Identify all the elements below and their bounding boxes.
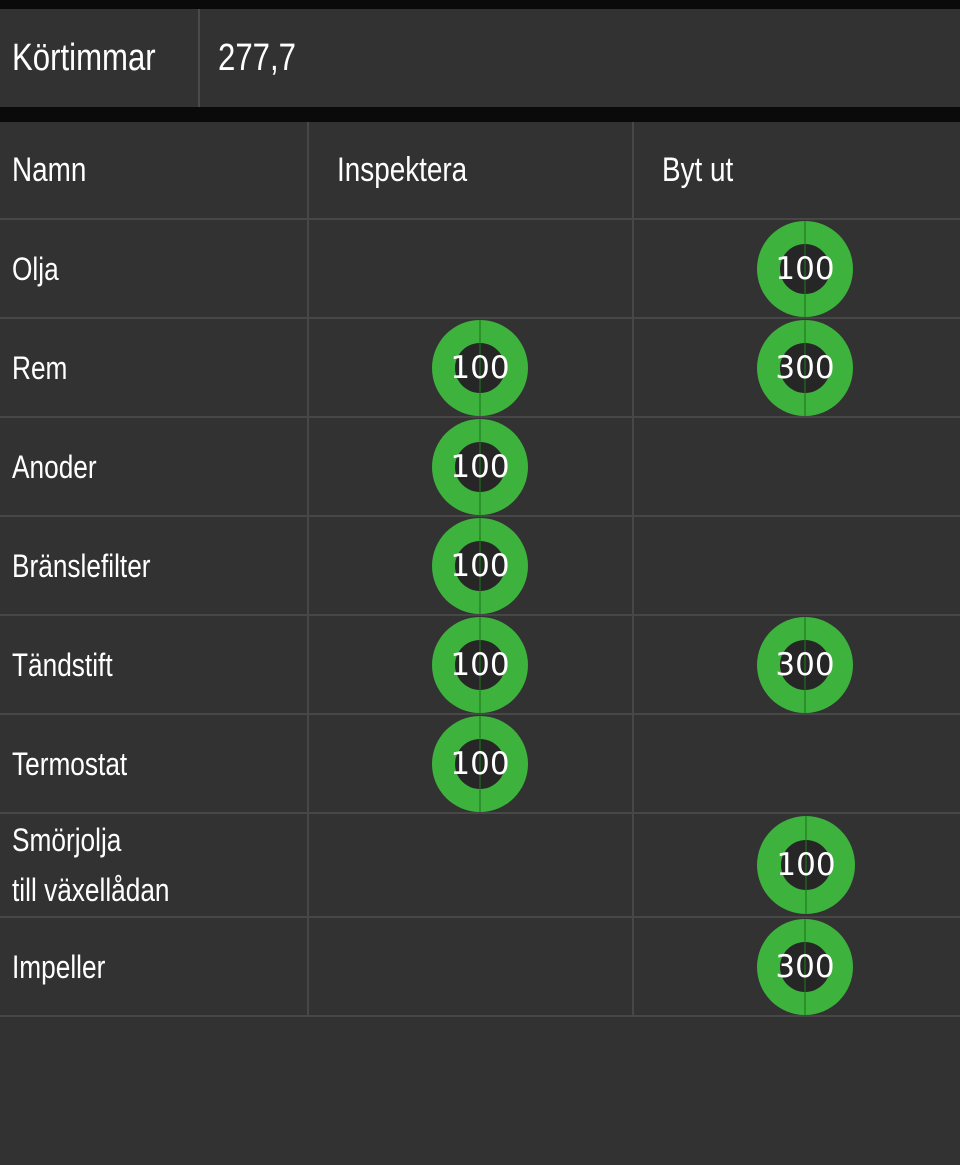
inspect-cell bbox=[309, 814, 634, 916]
table-row[interactable]: Tändstift 100 300 bbox=[0, 616, 960, 715]
inspect-cell bbox=[309, 220, 634, 317]
inspect-cell: 100 bbox=[309, 715, 634, 812]
interval-value: 100 bbox=[450, 646, 510, 683]
engine-hours-value: 277,7 bbox=[218, 36, 296, 79]
interval-badge[interactable]: 100 bbox=[432, 616, 528, 713]
table-row[interactable]: Anoder 100 bbox=[0, 418, 960, 517]
table-row[interactable]: Termostat 100 bbox=[0, 715, 960, 814]
inspect-cell: 100 bbox=[309, 418, 634, 515]
maintenance-table: Namn Inspektera Byt ut Olja 100 Rem 100 … bbox=[0, 122, 960, 1017]
inspect-cell: 100 bbox=[309, 517, 634, 614]
interval-badge[interactable]: 100 bbox=[757, 816, 855, 914]
table-row[interactable]: Rem 100 300 bbox=[0, 319, 960, 418]
interval-badge[interactable]: 100 bbox=[757, 220, 853, 317]
replace-cell: 100 bbox=[634, 814, 960, 916]
engine-hours-label: Körtimmar bbox=[0, 9, 200, 107]
header-inspect: Inspektera bbox=[309, 122, 634, 218]
interval-value: 300 bbox=[775, 948, 835, 985]
interval-value: 100 bbox=[776, 847, 836, 883]
interval-badge[interactable]: 100 bbox=[432, 715, 528, 812]
engine-hours-row: Körtimmar 277,7 bbox=[0, 9, 960, 107]
item-name: Tändstift bbox=[0, 616, 309, 713]
table-row[interactable]: Smörjolja till växellådan 100 bbox=[0, 814, 960, 918]
status-bar bbox=[0, 0, 960, 9]
header-replace: Byt ut bbox=[662, 150, 734, 189]
replace-cell bbox=[634, 517, 960, 614]
replace-cell: 300 bbox=[634, 319, 960, 416]
header-name: Namn bbox=[0, 122, 309, 218]
item-name: Olja bbox=[0, 220, 309, 317]
interval-badge[interactable]: 100 bbox=[432, 418, 528, 515]
item-name: Smörjolja till växellådan bbox=[0, 814, 309, 916]
interval-badge[interactable]: 100 bbox=[432, 319, 528, 416]
replace-cell: 300 bbox=[634, 918, 960, 1015]
interval-value: 300 bbox=[775, 349, 835, 386]
interval-badge[interactable]: 100 bbox=[432, 517, 528, 614]
table-row[interactable]: Impeller 300 bbox=[0, 918, 960, 1017]
item-name: Bränslefilter bbox=[0, 517, 309, 614]
replace-cell: 100 bbox=[634, 220, 960, 317]
item-name: Rem bbox=[0, 319, 309, 416]
replace-cell bbox=[634, 418, 960, 515]
item-name: Impeller bbox=[0, 918, 309, 1015]
interval-value: 300 bbox=[775, 646, 835, 683]
section-divider bbox=[0, 107, 960, 122]
replace-cell: 300 bbox=[634, 616, 960, 713]
item-name: Termostat bbox=[0, 715, 309, 812]
interval-value: 100 bbox=[450, 349, 510, 386]
interval-badge[interactable]: 300 bbox=[757, 918, 853, 1015]
interval-value: 100 bbox=[450, 448, 510, 485]
interval-value: 100 bbox=[450, 745, 510, 782]
interval-badge[interactable]: 300 bbox=[757, 319, 853, 416]
interval-value: 100 bbox=[450, 547, 510, 584]
interval-value: 100 bbox=[775, 250, 835, 287]
table-row[interactable]: Olja 100 bbox=[0, 220, 960, 319]
table-header-row: Namn Inspektera Byt ut bbox=[0, 122, 960, 220]
inspect-cell bbox=[309, 918, 634, 1015]
item-name: Anoder bbox=[0, 418, 309, 515]
inspect-cell: 100 bbox=[309, 319, 634, 416]
inspect-cell: 100 bbox=[309, 616, 634, 713]
replace-cell bbox=[634, 715, 960, 812]
table-row[interactable]: Bränslefilter 100 bbox=[0, 517, 960, 616]
interval-badge[interactable]: 300 bbox=[757, 616, 853, 713]
